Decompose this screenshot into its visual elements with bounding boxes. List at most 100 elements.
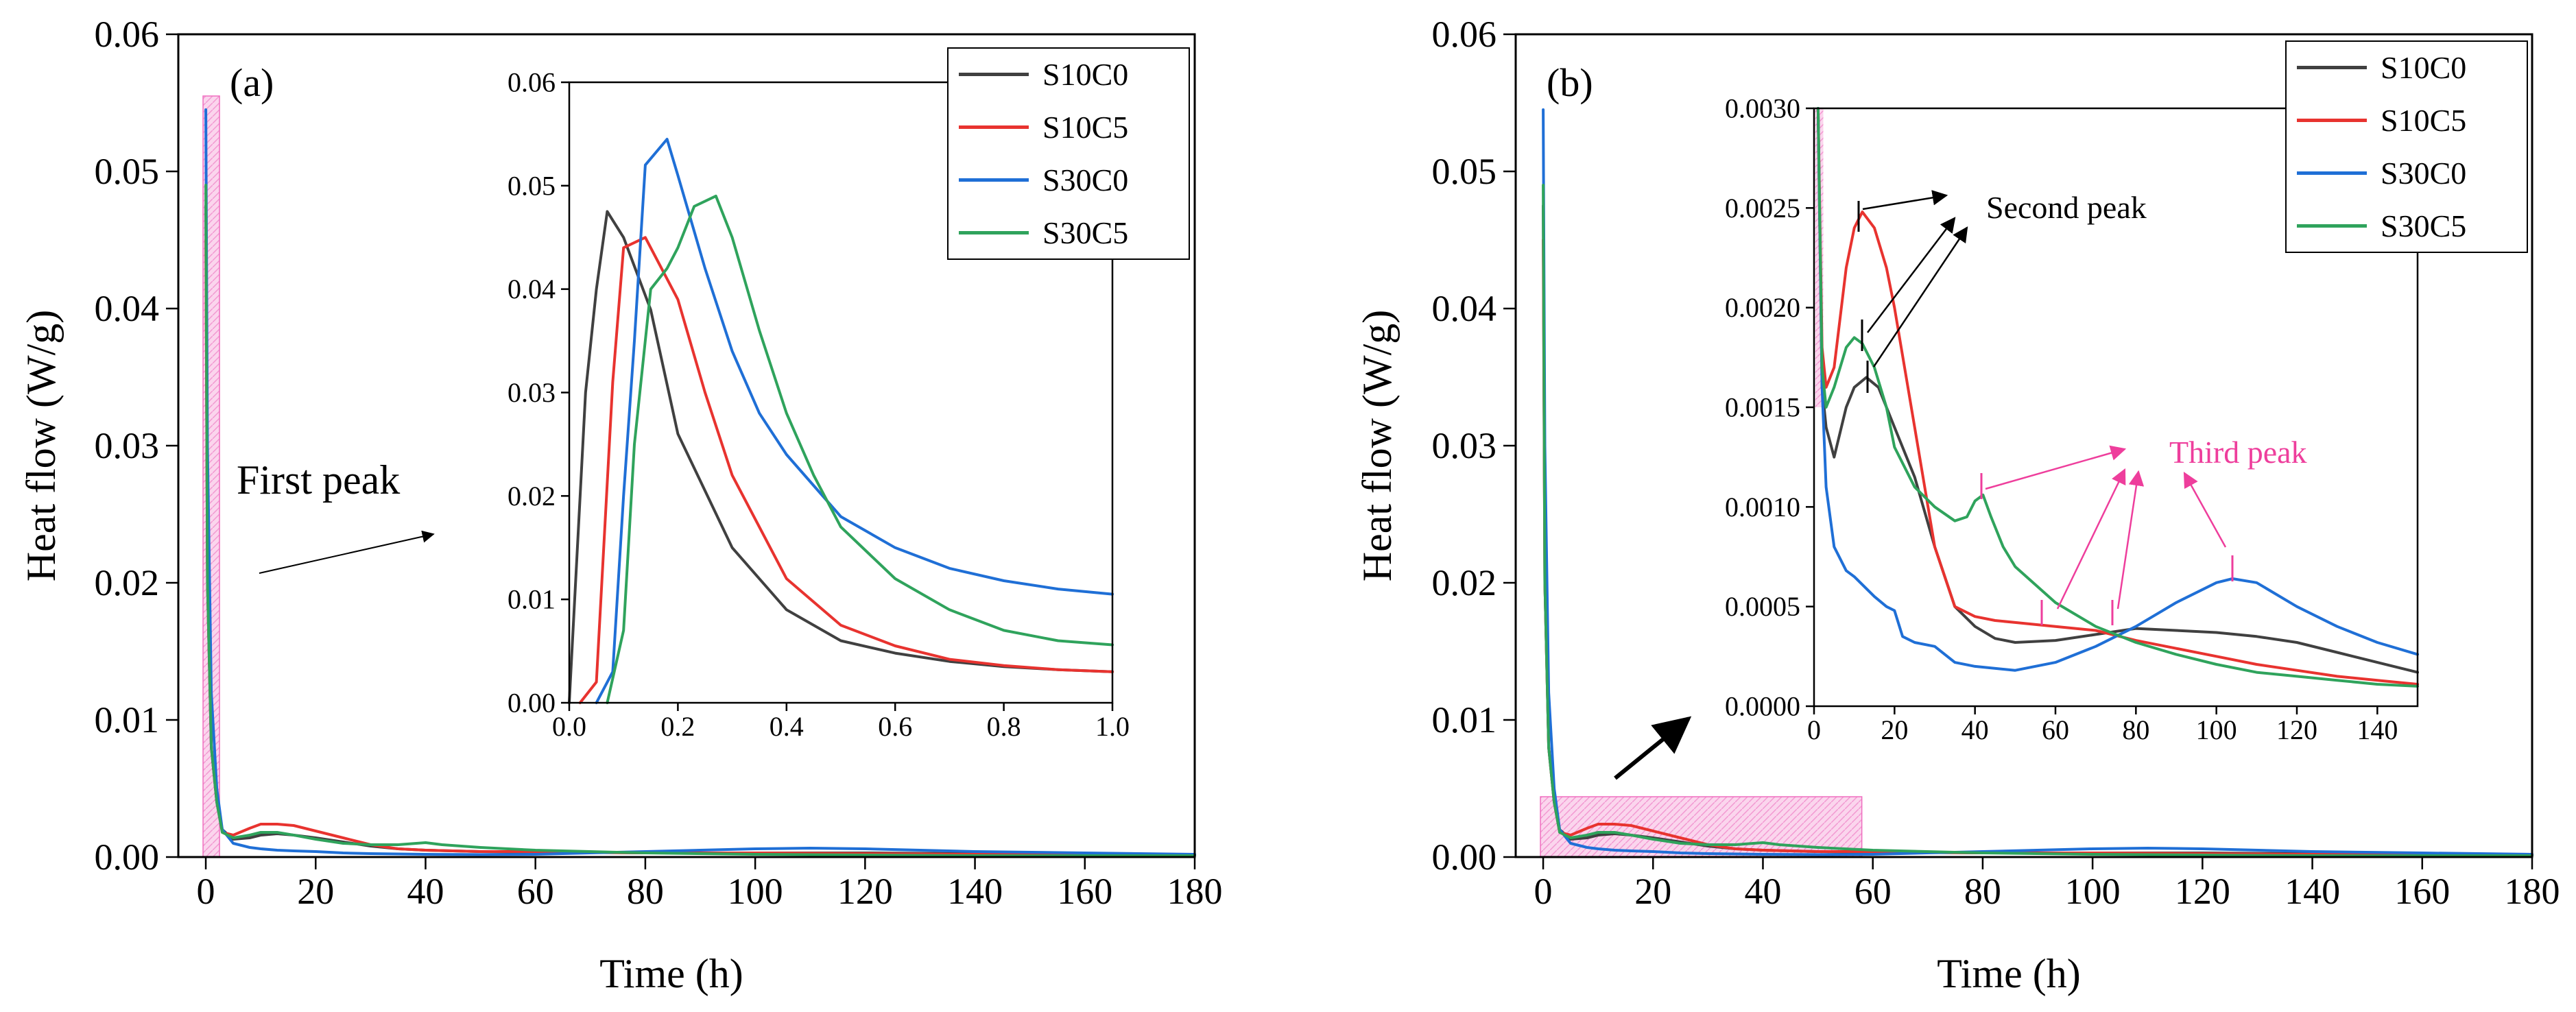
panel-a-xtick-label: 80 (627, 871, 664, 912)
panel-b-xtick-label: 20 (1634, 871, 1671, 912)
panel-b-xtick-label: 120 (2175, 871, 2230, 912)
third-peak-arrow-4 (2183, 472, 2227, 548)
second-peak-arrow-3 (1872, 226, 1968, 368)
panel-b-inset-xtick-label: 100 (2196, 714, 2237, 745)
panel-b-xtick-label: 80 (1964, 871, 2001, 912)
panel-a-inset-xtick-label: 0.0 (552, 711, 586, 742)
panel-a-xtick-label: 100 (728, 871, 783, 912)
panel-a-label: (a) (230, 60, 274, 105)
panel-a-xtick-label: 140 (947, 871, 1003, 912)
panel-b-inset-line-s10c5 (1816, 107, 2419, 686)
panel-b-ytick-label: 0.01 (1432, 699, 1497, 740)
panel-a-ytick-label: 0.04 (95, 288, 160, 329)
panel-a-series (204, 108, 1196, 857)
panel-b-inset-ytick-label: 0.0010 (1725, 492, 1800, 522)
panel-b-legend: S10C0 S10C5 S30C0 S30C5 (2285, 40, 2528, 253)
panel-b-inset-ytick-label: 0.0030 (1725, 93, 1800, 124)
panel-b-legend-label-s10c0: S10C0 (2381, 50, 2466, 85)
panel-b-legend-box (2285, 40, 2528, 253)
panel-a-inset-ytick-label: 0.00 (508, 688, 556, 719)
panel-b-xlabel: Time (h) (1937, 951, 2080, 996)
panel-b-legend-label-s30c5: S30C5 (2381, 208, 2466, 243)
panel-a-legend-box (947, 47, 1190, 260)
panel-a-inset-line-s30c0 (595, 138, 1114, 704)
panel-a-axes: 0 20 40 60 80 100 120 140 160 180 0.00 0.01 0.02 0.03… (95, 14, 1223, 912)
panel-b-xtick-label: 160 (2394, 871, 2450, 912)
panel-b-inset-line-s30c5 (1816, 107, 2419, 688)
panel-a-ylabel: Heat flow (W/g) (19, 310, 64, 582)
panel-b-ytick-label: 0.00 (1432, 836, 1497, 878)
panel-b-inset-ytick-label: 0.0005 (1725, 591, 1800, 622)
third-peak-arrow-3 (2116, 470, 2145, 610)
panel-a-inset-ytick-label: 0.05 (508, 170, 556, 201)
second-peak-label: Second peak (1986, 190, 2147, 225)
panel-a-line-s30c5 (204, 184, 1196, 857)
panel-b-inset-xtick-label: 40 (1961, 714, 1989, 745)
panel-a-inset-ytick-label: 0.06 (508, 67, 556, 98)
panel-a-inset-axes: 0.0 0.2 0.4 0.6 0.8 1.0 0.00 0.01 0.02 0.03 0.04 0.… (508, 67, 1130, 743)
panel-a-inset-ytick-label: 0.02 (508, 481, 556, 511)
panel-b-xtick-label: 140 (2285, 871, 2340, 912)
panel-a-inset-ytick-label: 0.03 (508, 377, 556, 408)
panel-a-legend: S10C0 S10C5 S30C0 S30C5 (947, 47, 1190, 260)
panel-b-label: (b) (1547, 60, 1593, 105)
panel-b-inset-xtick-label: 60 (2042, 714, 2069, 745)
panel-a-inset-xtick-label: 0.4 (770, 711, 804, 742)
panel-a-ytick-label: 0.00 (95, 836, 160, 878)
panel-b-inset-line-s30c0 (1816, 107, 2419, 672)
panel-b-xtick-label: 60 (1855, 871, 1892, 912)
panel-b-ytick-label: 0.03 (1432, 425, 1497, 466)
panel-b-inset-ytick-label: 0.0020 (1725, 292, 1800, 323)
panel-a-xlabel: Time (h) (599, 951, 743, 996)
panel-a-xtick-label: 20 (297, 871, 334, 912)
first-peak-label: First peak (237, 457, 400, 503)
panel-b-ytick-label: 0.04 (1432, 288, 1497, 329)
first-peak-arrow (259, 530, 435, 574)
panel-a-inset-xtick-label: 0.2 (660, 711, 695, 742)
panel-a-inset-xtick-label: 0.8 (987, 711, 1021, 742)
panel-a-inset-xtick-label: 1.0 (1095, 711, 1130, 742)
panel-b-xtick-label: 40 (1744, 871, 1781, 912)
panel-a-ytick-label: 0.05 (95, 151, 160, 192)
panel-b-axes: 0 20 40 60 80 100 120 140 160 180 0.00 0.01 0.02 0.03… (1432, 14, 2560, 912)
panel-b-inset-series (1815, 107, 2419, 688)
third-peak-arrow-1 (1985, 445, 2127, 490)
panel-a-legend-label-s10c0: S10C0 (1042, 57, 1128, 92)
panel-b-xtick-label: 100 (2065, 871, 2121, 912)
second-peak-arrow-1 (1862, 190, 1948, 210)
panel-b-legend-label-s10c5: S10C5 (2381, 103, 2466, 138)
panel-b-inset-xtick-label: 0 (1807, 714, 1821, 745)
panel-a-xtick-label: 160 (1057, 871, 1112, 912)
panel-a-inset-ytick-label: 0.01 (508, 584, 556, 615)
panel-b-inset-xtick-label: 140 (2357, 714, 2398, 745)
panel-a-xtick-label: 60 (517, 871, 554, 912)
panel-a-inset-line-s30c5 (606, 194, 1114, 704)
panel-b-inset-ytick-label: 0.0015 (1725, 392, 1800, 423)
zoom-arrow (1614, 716, 1692, 780)
panel-a-xtick-label: 0 (197, 871, 215, 912)
panel-a-inset-series (568, 138, 1114, 704)
panel-b-chart: 0 20 40 60 80 100 120 140 160 180 0.00 0.01 0.02 0.03… (1355, 14, 2560, 996)
panel-b-legend-label-s30c0: S30C0 (2381, 156, 2466, 191)
panel-b-inset-xtick-label: 80 (2122, 714, 2149, 745)
panel-a-inset-xtick-label: 0.6 (878, 711, 912, 742)
panel-a-xtick-label: 120 (837, 871, 893, 912)
panel-a-inset-ytick-label: 0.04 (508, 274, 556, 304)
panel-a-ytick-label: 0.02 (95, 562, 160, 603)
panel-a-legend-label-s30c5: S30C5 (1042, 215, 1128, 250)
panel-b-inset-ytick-label: 0.0000 (1725, 691, 1800, 722)
panel-b-xtick-label: 0 (1534, 871, 1553, 912)
panel-b-ytick-label: 0.05 (1432, 151, 1497, 192)
panel-a-ytick-label: 0.06 (95, 14, 160, 55)
third-peak-arrow-2 (2056, 468, 2126, 610)
panel-b-series (1542, 108, 2533, 857)
panel-a-legend-label-s10c5: S10C5 (1042, 110, 1128, 145)
panel-a-ytick-label: 0.01 (95, 699, 160, 740)
panel-b-inset-line-s10c0 (1816, 107, 2419, 674)
panel-a-legend-label-s30c0: S30C0 (1042, 162, 1128, 197)
panel-b-xtick-label: 180 (2505, 871, 2560, 912)
panel-a-ytick-label: 0.03 (95, 425, 160, 466)
panel-a-inset-line-s10c0 (568, 210, 1114, 704)
panel-b-inset-ytick-label: 0.0025 (1725, 193, 1800, 224)
